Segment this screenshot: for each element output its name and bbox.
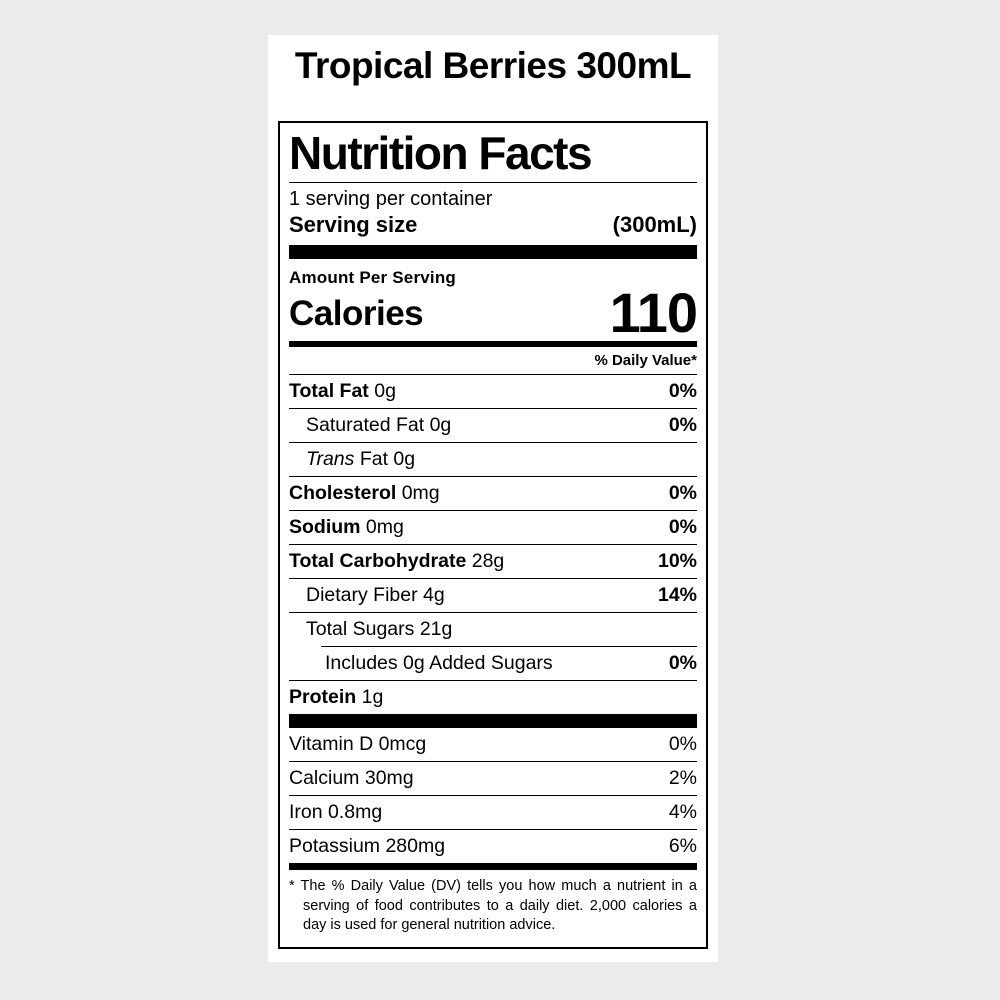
nutrient-rows: Total Fat 0g 0% Saturated Fat 0g 0% Trans Fa… [289,375,697,714]
daily-value: 2% [668,767,697,789]
nutrient-name: Protein 1g [289,686,384,708]
nutrition-facts-panel: Nutrition Facts 1 serving per container … [278,121,708,949]
serving-size-row: Serving size (300mL) [289,211,697,238]
amount-per-serving-label: Amount Per Serving [289,268,457,287]
servings-per-container: 1 serving per container [289,188,493,210]
daily-value: 0% [668,482,697,504]
footnote-text: The % Daily Value (DV) tells you how muc… [300,878,697,933]
daily-value: 0% [668,516,697,538]
calories-value: 110 [609,281,698,344]
nutrient-row: Trans Fat 0g [289,443,697,476]
vitamin-row: Iron 0.8mg 4% [289,796,697,829]
nutrient-row: Protein 1g [289,681,697,714]
nutrient-row: Cholesterol 0mg 0% [289,477,697,510]
calories-bar [289,341,697,347]
row-divider [289,795,697,796]
heading-rule [289,182,697,183]
row-divider [289,476,697,477]
nutrition-facts-heading: Nutrition Facts [289,127,593,179]
nutrient-row: Includes 0g Added Sugars 0% [289,647,697,680]
row-divider [289,408,697,409]
section-bar-thick [289,245,697,259]
calories-label: Calories [289,294,424,333]
daily-value: 0% [668,733,697,755]
nutrient-name: Sodium 0mg [289,516,404,538]
product-label-card: Tropical Berries 300mL Nutrition Facts 1… [268,35,718,962]
protein-section-bar [289,714,697,728]
nutrient-name: Dietary Fiber 4g [306,584,445,606]
daily-value: 0% [668,380,697,402]
vitamin-row: Calcium 30mg 2% [289,762,697,795]
nutrient-row: Sodium 0mg 0% [289,511,697,544]
row-divider [289,680,697,681]
nutrient-name: Total Fat 0g [289,380,396,402]
row-divider [289,544,697,545]
daily-value: 10% [657,550,697,572]
serving-size-value: (300mL) [612,212,697,237]
daily-value: 14% [657,584,697,606]
footnote-asterisk: * [289,878,295,894]
nutrient-row: Total Sugars 21g [289,613,697,646]
vitamin-row: Potassium 280mg 6% [289,830,697,863]
nutrient-row: Total Carbohydrate 28g 10% [289,545,697,578]
nutrient-name: Trans Fat 0g [306,448,416,470]
row-divider [289,612,697,613]
daily-value: 0% [668,652,697,674]
daily-value-footnote: * The % Daily Value (DV) tells you how m… [289,870,697,947]
nutrient-row: Dietary Fiber 4g 14% [289,579,697,612]
row-divider [289,829,697,830]
serving-size-label: Serving size [289,212,418,237]
daily-value-header: % Daily Value* [289,347,697,375]
product-title: Tropical Berries 300mL [294,45,692,86]
vitamin-row: Vitamin D 0mcg 0% [289,728,697,761]
daily-value: 4% [668,801,697,823]
footnote-section-bar [289,863,697,870]
row-divider [289,578,697,579]
daily-value: 6% [668,835,697,857]
nutrient-name: Vitamin D 0mcg [289,733,427,755]
nutrient-name: Saturated Fat 0g [306,414,452,436]
row-divider [289,510,697,511]
daily-value: 0% [668,414,697,436]
vitamin-rows: Vitamin D 0mcg 0% Calcium 30mg 2% Iron 0.8mg… [289,728,697,863]
nutrient-name: Iron 0.8mg [289,801,383,823]
nutrient-name: Cholesterol 0mg [289,482,440,504]
row-divider [289,442,697,443]
nutrient-name: Total Carbohydrate 28g [289,550,505,572]
row-divider [321,646,697,647]
calories-row: Calories 110 [289,281,698,344]
nutrient-name: Potassium 280mg [289,835,446,857]
row-divider [289,761,697,762]
nutrient-name: Calcium 30mg [289,767,414,789]
nutrient-name: Includes 0g Added Sugars [325,652,553,674]
nutrient-row: Saturated Fat 0g 0% [289,409,697,442]
nutrient-row: Total Fat 0g 0% [289,375,697,408]
nutrient-name: Total Sugars 21g [306,618,453,640]
